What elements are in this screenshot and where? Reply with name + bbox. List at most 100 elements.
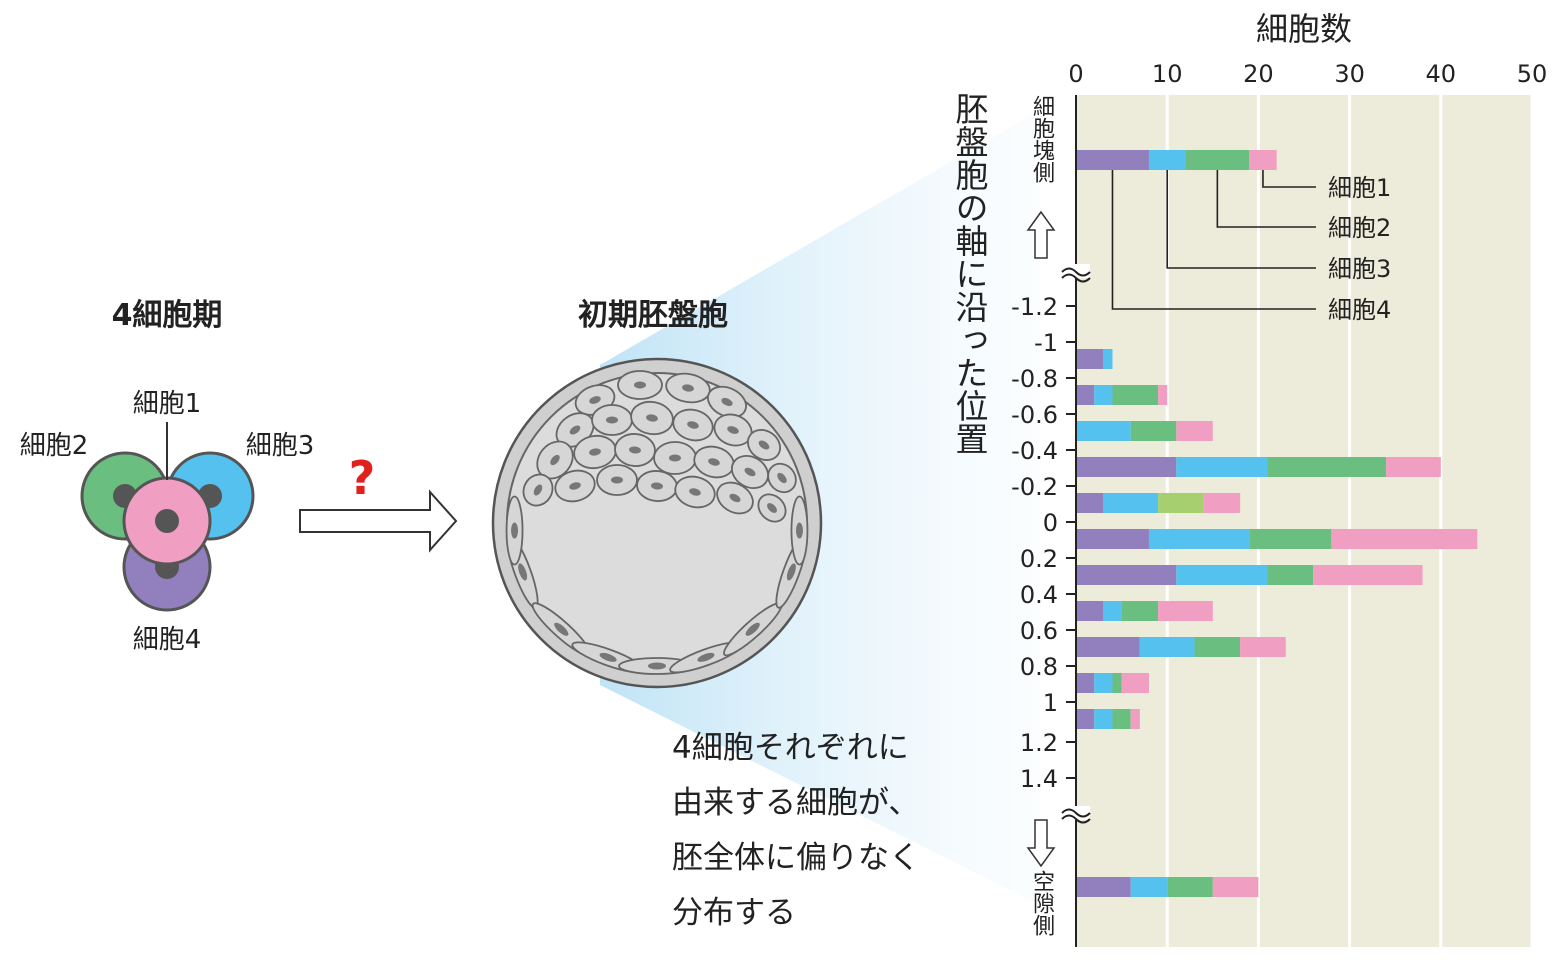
y-tick-label: -1	[1034, 329, 1058, 357]
plot-background	[1076, 95, 1532, 947]
icm-nucleus	[550, 454, 560, 466]
bar-segment-細胞4	[1076, 529, 1149, 549]
icm-nucleus	[721, 397, 733, 407]
axis-break-top	[1061, 264, 1091, 283]
bar-segment-細胞3	[1094, 709, 1113, 729]
y-tick-label: 1.2	[1020, 729, 1058, 757]
bar-segment-細胞2	[1249, 529, 1332, 549]
legend-label-細胞4: 細胞4	[1328, 296, 1391, 324]
bar-segment-細胞2	[1167, 877, 1213, 897]
bar-segment-細胞4	[1076, 601, 1104, 621]
legend-leader-lines: 細胞1 細胞2 細胞3 細胞4	[1111, 170, 1391, 324]
bar-segment-細胞1	[1212, 877, 1259, 897]
caption-line-1: 4細胞それぞれに	[672, 730, 909, 766]
icm-nucleus	[758, 440, 770, 450]
up-arrow-icon	[1026, 210, 1056, 259]
x-tick-label-40: 40	[1426, 60, 1457, 88]
bar-segment-細胞2	[1130, 421, 1177, 441]
bar-segment-細胞1	[1130, 709, 1140, 729]
icm-nucleus	[589, 396, 601, 404]
bar-segment-細胞3	[1130, 877, 1168, 897]
bar-segment-細胞1	[1331, 529, 1478, 549]
icm-nucleus	[611, 476, 623, 484]
y-tick-label: -0.2	[1011, 473, 1058, 501]
four-cell-stage: 4細胞期 細胞1 細胞2 細胞3 細胞4	[20, 298, 315, 655]
bar-segment-細胞4	[1076, 385, 1095, 405]
y-tick-label: 1	[1043, 689, 1058, 717]
bar-segment-細胞3	[1103, 349, 1113, 369]
x-tick-label-20: 20	[1243, 60, 1274, 88]
y-axis-ticks: -1.2 -1 -0.8 -0.6 -0.4 -0.2 0 0.2 0.4 0.6 0.8 1 1.2 1…	[1011, 293, 1076, 793]
trophectoderm-nucleus	[786, 563, 796, 581]
bar-segment-細胞3	[1148, 529, 1250, 549]
bar-segment-細胞3	[1094, 673, 1113, 693]
bar-segment-細胞1	[1121, 673, 1149, 693]
legend-leader-細胞3	[1166, 170, 1316, 269]
bar-segment-細胞2	[1112, 385, 1159, 405]
bar-segment-細胞4	[1076, 709, 1095, 729]
icm-nucleus	[629, 446, 641, 454]
icm-nucleus	[651, 482, 663, 490]
y-tick-label: 0.2	[1020, 545, 1058, 573]
y-tick-label: 1.4	[1020, 765, 1058, 793]
bar-segment-細胞1	[1249, 150, 1277, 170]
four-cell-title: 4細胞期	[112, 298, 223, 333]
bottom-end-label: 空隙側	[1029, 870, 1054, 936]
icm-nucleus	[687, 421, 699, 429]
x-tick-label-30: 30	[1334, 60, 1365, 88]
trophectoderm-cells	[505, 495, 809, 675]
y-tick-label: -0.8	[1011, 365, 1058, 393]
inner-cell-mass	[522, 370, 797, 523]
bar-segment-細胞1	[1313, 565, 1423, 585]
bar-series	[1076, 150, 1478, 897]
bar-segment-extra	[1158, 493, 1204, 513]
trophectoderm-nucleus	[745, 622, 760, 636]
icm-nucleus	[606, 416, 618, 424]
cell-3-label: 細胞3	[246, 431, 315, 461]
bar-segment-細胞3	[1148, 150, 1186, 170]
cell-4-label: 細胞4	[133, 625, 202, 655]
down-arrow-icon	[1026, 819, 1056, 868]
legend-label-細胞1: 細胞1	[1328, 174, 1391, 202]
legend-leader-細胞2	[1216, 170, 1316, 228]
y-tick-label: -1.2	[1011, 293, 1058, 321]
bar-segment-細胞2	[1267, 457, 1387, 477]
early-blastocyst: 初期胚盤胞	[491, 298, 823, 689]
y-tick-label: 0.4	[1020, 581, 1058, 609]
bar-segment-細胞2	[1121, 601, 1159, 621]
bar-segment-細胞2	[1194, 637, 1241, 657]
y-tick-label: -0.6	[1011, 401, 1058, 429]
y-tick-label: -0.4	[1011, 437, 1058, 465]
legend-label-細胞2: 細胞2	[1328, 214, 1391, 242]
chart-title: 細胞数	[1256, 10, 1352, 48]
trophectoderm-nucleus	[554, 622, 569, 636]
trophectoderm-nucleus	[795, 522, 803, 539]
top-end-label: 細胞塊側	[1029, 95, 1054, 183]
bar-segment-細胞4	[1076, 150, 1149, 170]
cell-1-label: 細胞1	[133, 389, 202, 419]
bar-segment-細胞2	[1112, 673, 1122, 693]
bar-segment-細胞3	[1103, 493, 1159, 513]
cell-2-label: 細胞2	[20, 431, 89, 461]
icm-nucleus	[682, 384, 694, 392]
trophectoderm-nucleus	[511, 522, 519, 539]
bar-segment-細胞2	[1185, 150, 1250, 170]
x-tick-label-0: 0	[1068, 60, 1083, 88]
bar-segment-細胞4	[1076, 457, 1177, 477]
caption: 4細胞それぞれに 由来する細胞が、 胚全体に偏りなく 分布する	[672, 730, 920, 931]
caption-line-3: 胚全体に偏りなく	[672, 840, 920, 876]
legend-label-細胞3: 細胞3	[1328, 255, 1391, 283]
bar-segment-細胞1	[1176, 421, 1213, 441]
blastocyst-title: 初期胚盤胞	[578, 298, 728, 333]
bar-segment-細胞4	[1076, 349, 1104, 369]
bar-segment-細胞1	[1240, 637, 1286, 657]
icm-nucleus	[646, 414, 658, 422]
question-mark: ?	[349, 451, 376, 505]
gridlines	[1165, 95, 1534, 947]
x-tick-label-50: 50	[1517, 60, 1548, 88]
bar-segment-細胞1	[1386, 457, 1441, 477]
bar-segment-細胞2	[1267, 565, 1314, 585]
y-axis-label: 胚盤胞の軸に沿った位置	[950, 92, 989, 455]
icm-nucleus	[708, 458, 720, 466]
